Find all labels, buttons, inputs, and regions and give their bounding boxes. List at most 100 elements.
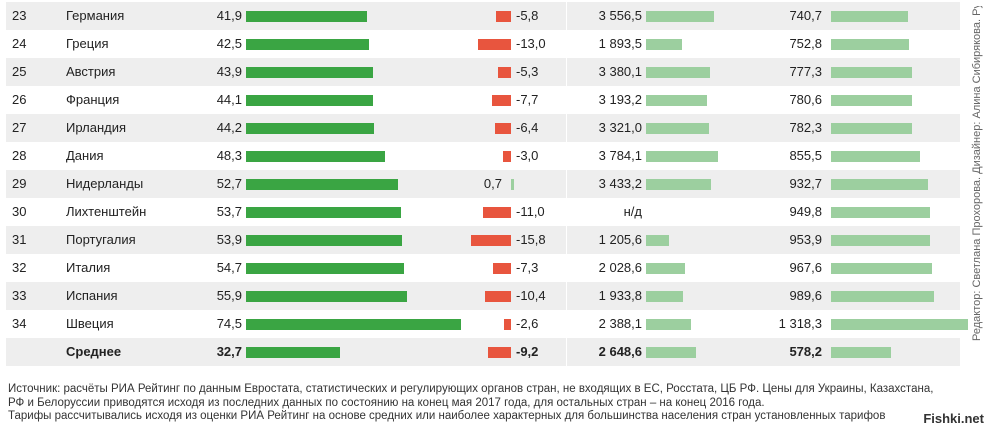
value4-cell: 578,2 bbox=[789, 344, 822, 359]
rank-cell bbox=[12, 338, 42, 366]
rank-cell: 24 bbox=[12, 36, 27, 51]
column-separator bbox=[566, 254, 567, 282]
value4-bar bbox=[831, 235, 931, 246]
value4-cell: 949,8 bbox=[789, 204, 822, 219]
value3-cell: н/д bbox=[623, 204, 642, 219]
rank-cell: 31 bbox=[12, 232, 27, 247]
rank-cell: 29 bbox=[12, 176, 27, 191]
value2-bar bbox=[484, 291, 511, 302]
value4-cell: 782,3 bbox=[789, 120, 822, 135]
value2-bar bbox=[504, 319, 511, 330]
country-cell: Германия bbox=[66, 8, 125, 23]
value1-cell: 43,9 bbox=[216, 64, 242, 79]
value3-bar bbox=[646, 11, 714, 22]
value4-bar bbox=[831, 347, 892, 358]
value1-cell: 53,9 bbox=[216, 232, 242, 247]
value2-cell: -5,3 bbox=[516, 64, 539, 79]
value1-cell: 53,7 bbox=[216, 204, 242, 219]
value4-cell: 855,5 bbox=[789, 148, 822, 163]
value3-bar bbox=[646, 39, 683, 50]
country-cell: Испания bbox=[66, 288, 118, 303]
value4-bar bbox=[831, 319, 968, 330]
value3-bar bbox=[646, 67, 711, 78]
value2-bar bbox=[503, 151, 511, 162]
column-separator bbox=[566, 114, 567, 142]
value3-bar bbox=[646, 151, 718, 162]
value2-bar bbox=[471, 235, 511, 246]
column-separator bbox=[566, 282, 567, 310]
value1-cell: 74,5 bbox=[216, 316, 242, 331]
table-row: 32 Италия 54,7 -7,3 2 028,6 967,6 bbox=[6, 254, 960, 282]
value2-bar bbox=[478, 39, 511, 50]
table-row: 25 Австрия 43,9 -5,3 3 380,1 777,3 bbox=[6, 58, 960, 86]
value1-bar bbox=[246, 207, 401, 218]
table-row: 33 Испания 55,9 -10,4 1 933,8 989,6 bbox=[6, 282, 960, 310]
watermark: Fishki.net bbox=[923, 411, 984, 426]
value3-cell: 3 321,0 bbox=[598, 120, 642, 135]
value2-bar bbox=[492, 263, 511, 274]
column-separator bbox=[566, 170, 567, 198]
value4-bar bbox=[831, 291, 934, 302]
value1-cell: 48,3 bbox=[216, 148, 242, 163]
value3-bar bbox=[646, 123, 710, 134]
column-separator bbox=[566, 142, 567, 170]
column-separator bbox=[566, 86, 567, 114]
rank-cell: 30 bbox=[12, 204, 27, 219]
value3-bar bbox=[646, 235, 669, 246]
column-separator bbox=[566, 2, 567, 30]
value3-bar bbox=[646, 95, 707, 106]
value3-cell: 3 556,5 bbox=[598, 8, 642, 23]
value4-bar bbox=[831, 179, 928, 190]
value1-bar bbox=[246, 291, 408, 302]
value4-bar bbox=[831, 67, 912, 78]
value1-bar bbox=[246, 235, 402, 246]
credit-vertical: Редактор: Светлана Прохорова. Дизайнер: … bbox=[968, 6, 988, 341]
average-row: Среднее 32,7 -9,2 2 648,6 578,2 bbox=[6, 338, 960, 366]
column-separator bbox=[566, 30, 567, 58]
value2-cell: -15,8 bbox=[516, 232, 546, 247]
value1-bar bbox=[246, 347, 341, 358]
value2-bar bbox=[491, 95, 511, 106]
value1-cell: 32,7 bbox=[216, 344, 242, 359]
value2-cell: -3,0 bbox=[516, 148, 539, 163]
value3-cell: 1 205,6 bbox=[598, 232, 642, 247]
value2-cell: -5,8 bbox=[516, 8, 539, 23]
country-cell: Австрия bbox=[66, 64, 116, 79]
value2-cell: -11,0 bbox=[516, 204, 545, 219]
country-cell: Италия bbox=[66, 260, 111, 275]
value4-cell: 752,8 bbox=[789, 36, 822, 51]
value4-cell: 777,3 bbox=[789, 64, 822, 79]
value1-bar bbox=[246, 39, 369, 50]
value3-bar bbox=[646, 319, 692, 330]
value3-cell: 1 933,8 bbox=[598, 288, 642, 303]
value3-bar bbox=[646, 347, 697, 358]
value2-cell: 0,7 bbox=[483, 176, 502, 191]
value1-cell: 44,1 bbox=[216, 92, 242, 107]
value1-bar bbox=[246, 67, 373, 78]
value4-bar bbox=[831, 95, 913, 106]
table-row: 23 Германия 41,9 -5,8 3 556,5 740,7 bbox=[6, 2, 960, 30]
value1-bar bbox=[246, 123, 374, 134]
value1-cell: 42,5 bbox=[216, 36, 242, 51]
rank-cell: 32 bbox=[12, 260, 27, 275]
value1-bar bbox=[246, 263, 404, 274]
value4-cell: 953,9 bbox=[789, 232, 822, 247]
country-cell: Франция bbox=[66, 92, 120, 107]
value1-bar bbox=[246, 319, 461, 330]
value4-cell: 989,6 bbox=[789, 288, 822, 303]
value2-cell: -9,2 bbox=[516, 344, 539, 359]
table-row: 34 Швеция 74,5 -2,6 2 388,1 1 318,3 bbox=[6, 310, 968, 338]
value2-bar bbox=[494, 123, 511, 134]
value3-bar bbox=[646, 291, 683, 302]
table-row: 26 Франция 44,1 -7,7 3 193,2 780,6 bbox=[6, 86, 960, 114]
value3-cell: 1 893,5 bbox=[598, 36, 642, 51]
value2-cell: -10,4 bbox=[516, 288, 546, 303]
value4-cell: 740,7 bbox=[789, 8, 822, 23]
value2-bar bbox=[511, 179, 514, 190]
value3-cell: 3 433,2 bbox=[598, 176, 642, 191]
value3-cell: 3 784,1 bbox=[598, 148, 642, 163]
credit-text: Редактор: Светлана Прохорова. Дизайнер: … bbox=[971, 6, 983, 341]
column-separator bbox=[566, 310, 567, 338]
table-row: 30 Лихтенштейн 53,7 -11,0 н/д 949,8 bbox=[6, 198, 960, 226]
footnote: Источник: расчёты РИА Рейтинг по данным … bbox=[8, 383, 968, 424]
